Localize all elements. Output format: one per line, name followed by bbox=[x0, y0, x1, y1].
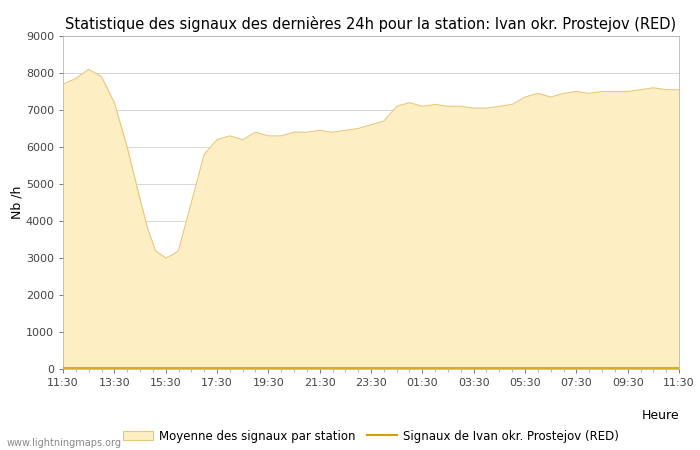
Text: Heure: Heure bbox=[641, 409, 679, 422]
Text: www.lightningmaps.org: www.lightningmaps.org bbox=[7, 438, 122, 448]
Y-axis label: Nb /h: Nb /h bbox=[10, 186, 23, 219]
Title: Statistique des signaux des dernières 24h pour la station: Ivan okr. Prostejov (: Statistique des signaux des dernières 24… bbox=[65, 16, 677, 32]
Legend: Moyenne des signaux par station, Signaux de Ivan okr. Prostejov (RED): Moyenne des signaux par station, Signaux… bbox=[119, 425, 623, 447]
